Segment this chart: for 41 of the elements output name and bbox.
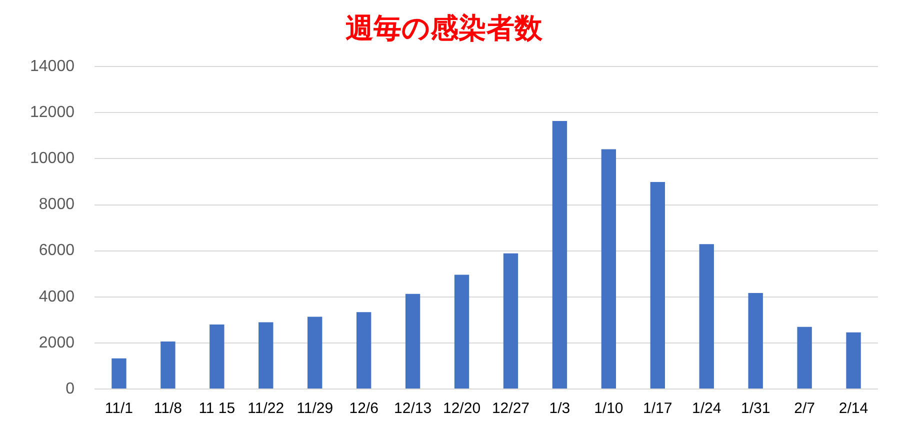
y-tick-label: 0 [66,380,75,398]
bar [405,294,420,388]
bar [748,292,763,388]
y-tick-label: 4000 [38,288,75,306]
bar [650,182,665,388]
chart-title: 週毎の感染者数 [346,12,544,44]
x-tick-label: 11/8 [154,400,182,418]
x-tick-label: 11/1 [104,400,134,418]
bar [797,326,812,388]
bar [601,149,616,388]
y-tick-label: 12000 [30,104,75,122]
bar [552,120,568,388]
y-tick-label: 14000 [30,58,75,76]
x-tick-label: 12/27 [492,400,530,418]
x-tick-label: 11 15 [198,400,236,418]
bar [699,244,714,388]
bar [454,274,470,388]
bar [160,342,176,388]
x-tick-label: 11/22 [248,400,284,418]
bar [210,324,224,388]
y-tick-label: 2000 [38,334,75,352]
bar [503,253,518,388]
y-tick-label: 8000 [38,196,75,214]
x-tick-label: 12/13 [394,400,432,418]
bar [258,322,274,388]
x-tick-label: 1/24 [692,400,722,418]
x-tick-label: 1/31 [740,400,770,418]
bar [308,316,322,388]
y-tick-label: 6000 [38,242,75,260]
y-tick-label: 10000 [30,150,75,168]
x-tick-label: 2/14 [838,400,868,418]
x-tick-label: 1/17 [643,400,672,418]
x-tick-label: 1/3 [549,400,570,418]
bar [356,312,372,388]
x-tick-label: 1/10 [594,400,624,418]
bar [846,332,861,388]
x-tick-label: 12/20 [442,400,481,418]
bar [112,358,126,388]
x-tick-label: 11/29 [296,400,334,418]
x-tick-label: 2/7 [794,400,815,418]
x-tick-label: 12/6 [349,400,378,418]
